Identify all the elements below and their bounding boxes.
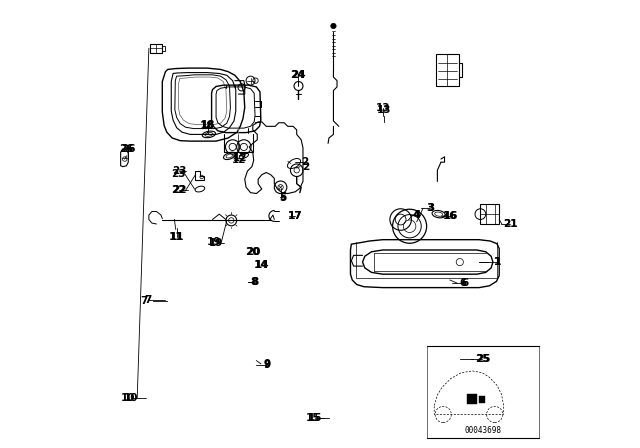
Text: 11: 11 bbox=[168, 232, 183, 241]
Text: 18: 18 bbox=[200, 121, 214, 131]
Text: 15: 15 bbox=[306, 413, 321, 422]
Text: 18: 18 bbox=[201, 121, 215, 130]
Text: 21: 21 bbox=[503, 219, 518, 229]
Text: 9: 9 bbox=[264, 359, 271, 369]
Text: 25: 25 bbox=[475, 354, 490, 364]
Text: 12: 12 bbox=[233, 153, 248, 163]
Text: 8: 8 bbox=[250, 277, 257, 287]
Text: 13: 13 bbox=[376, 105, 391, 115]
Text: 17: 17 bbox=[288, 211, 303, 221]
Text: 11: 11 bbox=[170, 232, 184, 241]
Text: 16: 16 bbox=[444, 211, 458, 221]
Text: 4: 4 bbox=[413, 210, 420, 220]
Text: 2: 2 bbox=[302, 162, 309, 172]
Circle shape bbox=[331, 23, 336, 29]
Text: 14: 14 bbox=[253, 260, 268, 270]
Text: 16: 16 bbox=[443, 211, 457, 221]
Text: 15: 15 bbox=[307, 413, 322, 422]
Text: 1: 1 bbox=[493, 257, 500, 267]
Text: 22: 22 bbox=[171, 185, 185, 195]
Text: 23: 23 bbox=[171, 169, 185, 179]
Text: 3: 3 bbox=[428, 203, 435, 213]
Text: 00043698: 00043698 bbox=[464, 426, 501, 435]
Text: 14: 14 bbox=[255, 260, 269, 270]
Text: 5: 5 bbox=[280, 193, 287, 203]
Text: 19: 19 bbox=[207, 237, 221, 247]
Text: 10: 10 bbox=[124, 393, 138, 403]
Text: 1: 1 bbox=[494, 257, 501, 267]
Text: 20: 20 bbox=[246, 247, 261, 257]
Text: 26: 26 bbox=[119, 144, 134, 154]
Text: 19: 19 bbox=[209, 238, 223, 248]
Text: 12: 12 bbox=[232, 155, 246, 165]
Text: 20: 20 bbox=[246, 247, 260, 257]
Text: 24: 24 bbox=[291, 70, 305, 80]
Text: 8: 8 bbox=[252, 277, 259, 287]
Text: 17: 17 bbox=[287, 211, 302, 221]
Text: 23: 23 bbox=[172, 166, 186, 176]
Text: 4: 4 bbox=[414, 210, 421, 220]
Text: 3: 3 bbox=[426, 203, 433, 213]
Text: 7: 7 bbox=[141, 296, 148, 306]
Text: 21: 21 bbox=[504, 219, 518, 229]
Text: 9: 9 bbox=[264, 360, 271, 370]
Text: 6: 6 bbox=[461, 278, 468, 288]
Polygon shape bbox=[479, 396, 485, 403]
Text: 2: 2 bbox=[301, 157, 308, 167]
Text: 6: 6 bbox=[460, 278, 467, 288]
Text: 22: 22 bbox=[172, 185, 186, 195]
Polygon shape bbox=[467, 394, 477, 404]
Text: 5: 5 bbox=[280, 192, 287, 202]
Text: 25: 25 bbox=[476, 354, 491, 364]
Text: 7: 7 bbox=[144, 295, 151, 305]
Text: 26: 26 bbox=[121, 144, 136, 154]
Text: 10: 10 bbox=[121, 393, 136, 403]
Text: 24: 24 bbox=[291, 70, 306, 80]
Text: 13: 13 bbox=[376, 103, 390, 113]
